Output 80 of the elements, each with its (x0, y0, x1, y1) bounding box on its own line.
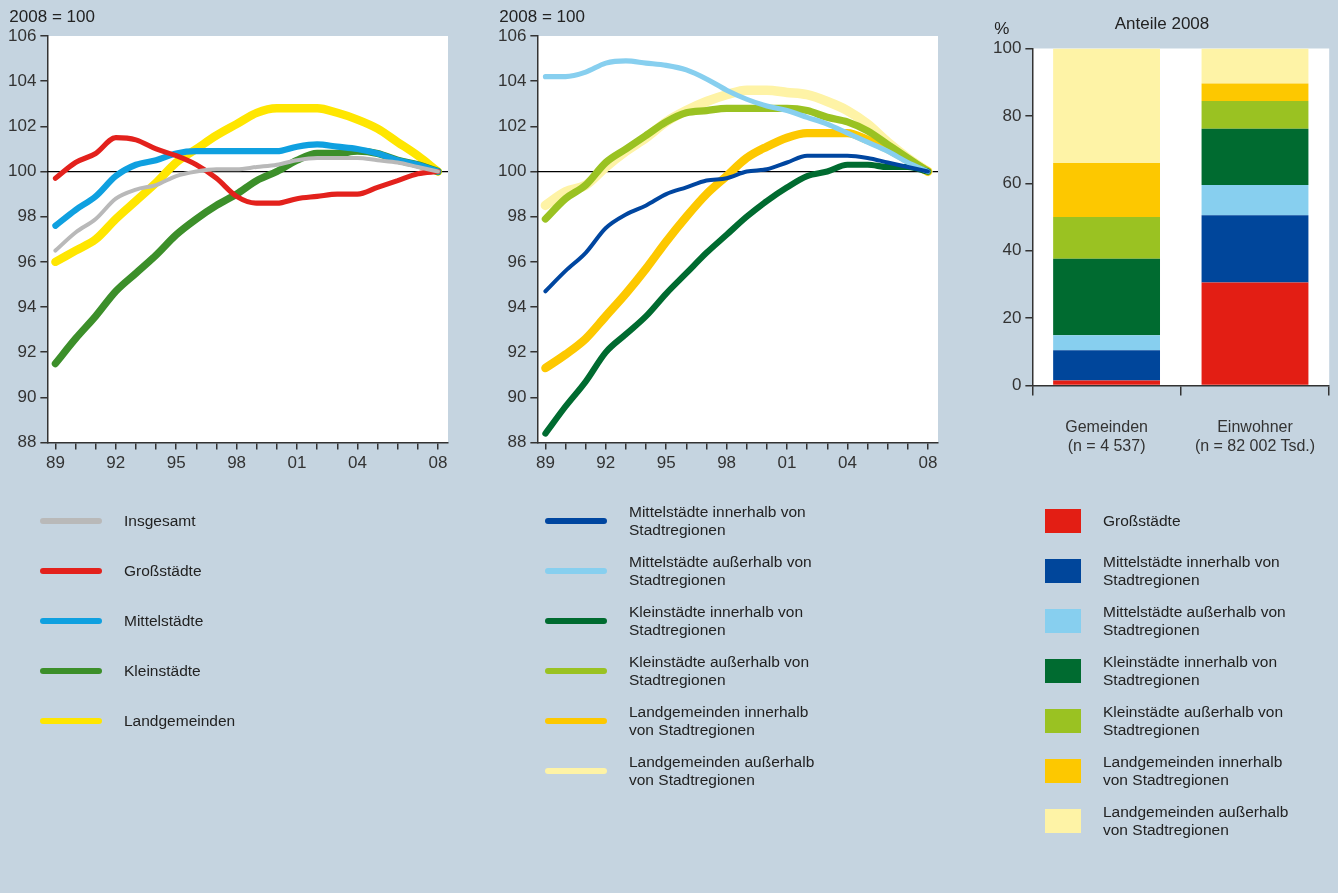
legend-label: Landgemeinden innerhalb von Stadtregionen (1103, 753, 1284, 789)
legend-label: Landgemeinden außerhalb von Stadtregionen (1103, 803, 1290, 839)
y-tick-label: 94 (507, 296, 527, 316)
x-tick-label: 08 (428, 453, 448, 473)
x-tick-label: 89 (45, 453, 65, 473)
bar (1053, 335, 1160, 351)
bar (1201, 215, 1309, 283)
x-tick-label: 01 (777, 453, 797, 473)
y-tick-label: 96 (507, 251, 527, 271)
legend-label: Großstädte (1103, 512, 1182, 530)
y-tick-label: 80 (1002, 105, 1022, 125)
legend-label: Landgemeinden innerhalb von Stadtregionen (629, 703, 810, 739)
x-tick-label: 95 (166, 453, 186, 473)
bar (1053, 380, 1160, 385)
y-tick-label: 100 (497, 161, 527, 181)
legend-label: Kleinstädte innerhalb von Stadtregionen (1103, 653, 1279, 689)
y-tick-label: 88 (507, 432, 527, 452)
bar (1053, 217, 1160, 259)
x-tick-label: Gemeinden (n = 4 537) (1065, 417, 1148, 454)
bar (1053, 48, 1160, 164)
bar (1201, 184, 1309, 216)
y-tick-label: 102 (497, 116, 527, 136)
y-axis-title: 2008 = 100 (9, 7, 95, 26)
y-tick-label: 92 (507, 341, 527, 361)
bar (1201, 83, 1309, 101)
line-series (53, 155, 440, 253)
y-tick-label: 94 (17, 296, 37, 316)
y-tick-label: 40 (1002, 240, 1022, 260)
bar (1053, 350, 1160, 381)
x-tick-label: 04 (347, 453, 367, 473)
x-tick-label: 89 (535, 453, 555, 473)
legend-label: Kleinstädte außerhalb von Stadtregionen (629, 653, 811, 689)
y-tick-label: 60 (1002, 172, 1022, 192)
y-axis-title: 2008 = 100 (499, 7, 585, 26)
y-axis-title: % (994, 19, 1010, 39)
legend-label: Großstädte (124, 562, 203, 580)
x-tick-label: 08 (918, 453, 938, 473)
bar (1201, 101, 1309, 129)
x-tick-label: 92 (596, 453, 616, 473)
y-tick-label: 90 (507, 387, 527, 407)
bar (1201, 128, 1309, 185)
legend-label: Kleinstädte außerhalb von Stadtregionen (1103, 703, 1285, 739)
y-tick-label: 100 (992, 38, 1022, 58)
legend-label: Mittelstädte außerhalb von Stadtregionen (629, 553, 813, 589)
chart-title: Anteile 2008 (1114, 13, 1210, 33)
legend-label: Landgemeinden (124, 712, 237, 730)
legend-label: Insgesamt (124, 512, 197, 530)
y-tick-label: 104 (7, 70, 37, 90)
y-tick-label: 98 (17, 206, 37, 226)
y-tick-label: 98 (507, 206, 527, 226)
y-tick-label: 106 (7, 25, 37, 45)
x-tick-label: Einwohner (n = 82 002 Tsd.) (1194, 417, 1316, 454)
x-tick-label: 98 (717, 453, 737, 473)
y-tick-label: 102 (7, 116, 37, 136)
bar (1053, 258, 1160, 336)
x-tick-label: 92 (106, 453, 126, 473)
legend-label: Mittelstädte innerhalb von Stadtregionen (629, 503, 807, 539)
legend-label: Kleinstädte (124, 662, 202, 680)
x-tick-label: 98 (227, 453, 247, 473)
y-tick-label: 104 (497, 70, 527, 90)
bar (1053, 163, 1160, 217)
y-tick-label: 20 (1002, 307, 1022, 327)
x-tick-label: 95 (656, 453, 676, 473)
y-tick-label: 100 (7, 161, 37, 181)
legend-label: Kleinstädte innerhalb von Stadtregionen (629, 603, 805, 639)
legend-label: Mittelstädte (124, 612, 205, 630)
y-tick-label: 92 (17, 341, 37, 361)
x-tick-label: 01 (287, 453, 307, 473)
bar (1201, 48, 1309, 84)
y-tick-label: 0 (1011, 375, 1022, 395)
y-tick-label: 96 (17, 251, 37, 271)
line-series (543, 153, 930, 294)
y-tick-label: 90 (17, 387, 37, 407)
bar (1201, 282, 1309, 385)
legend-label: Mittelstädte außerhalb von Stadtregionen (1103, 603, 1287, 639)
legend-label: Mittelstädte innerhalb von Stadtregionen (1103, 553, 1281, 589)
legend-label: Landgemeinden außerhalb von Stadtregionen (629, 753, 816, 789)
x-tick-label: 04 (837, 453, 857, 473)
y-tick-label: 88 (17, 432, 37, 452)
y-tick-label: 106 (497, 25, 527, 45)
